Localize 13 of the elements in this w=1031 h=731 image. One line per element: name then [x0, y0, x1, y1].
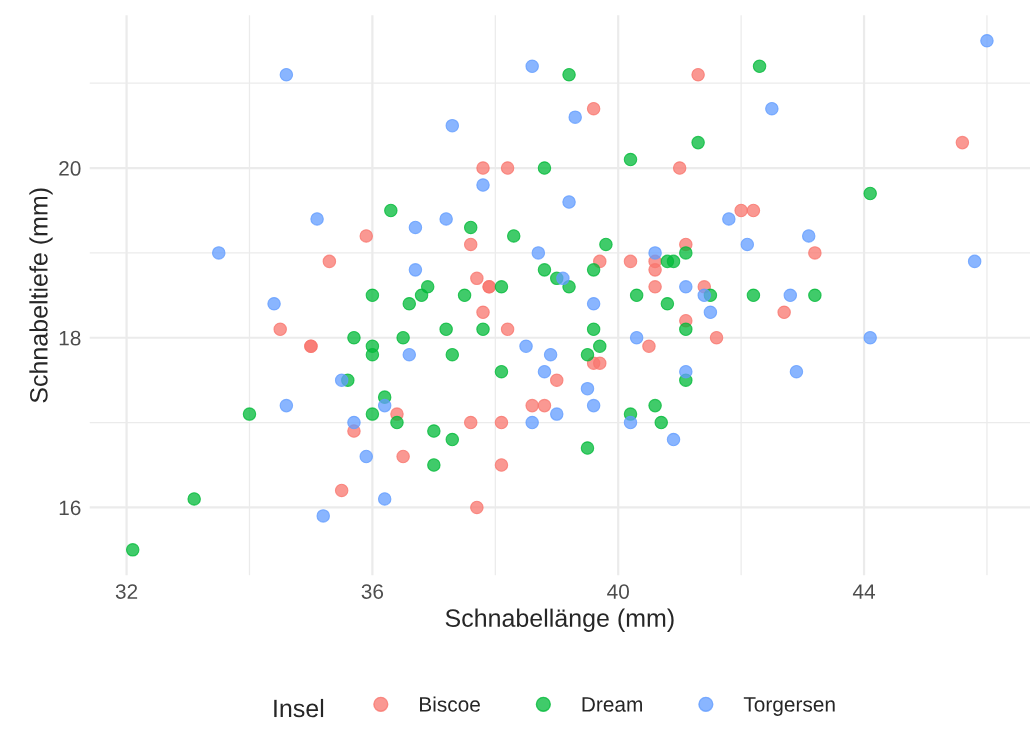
x-tick-label: 36 [361, 584, 384, 599]
y-axis-title: Schnabeltiefe (mm) [29, 188, 53, 403]
x-tick-label: 40 [607, 584, 629, 599]
x-tick-label: 32 [115, 584, 138, 599]
y-tick-label: 20 [59, 161, 81, 176]
x-axis-title: Schnabellänge (mm) [445, 608, 674, 632]
y-tick-label: 18 [59, 330, 81, 346]
legend-label: Biscoe [420, 696, 480, 712]
legend-label: Torgersen [743, 697, 835, 716]
y-tick-label: 16 [59, 500, 81, 516]
legend-title: Insel [274, 698, 324, 718]
x-tick-label: 44 [852, 584, 876, 599]
legend-label: Dream [582, 697, 642, 712]
